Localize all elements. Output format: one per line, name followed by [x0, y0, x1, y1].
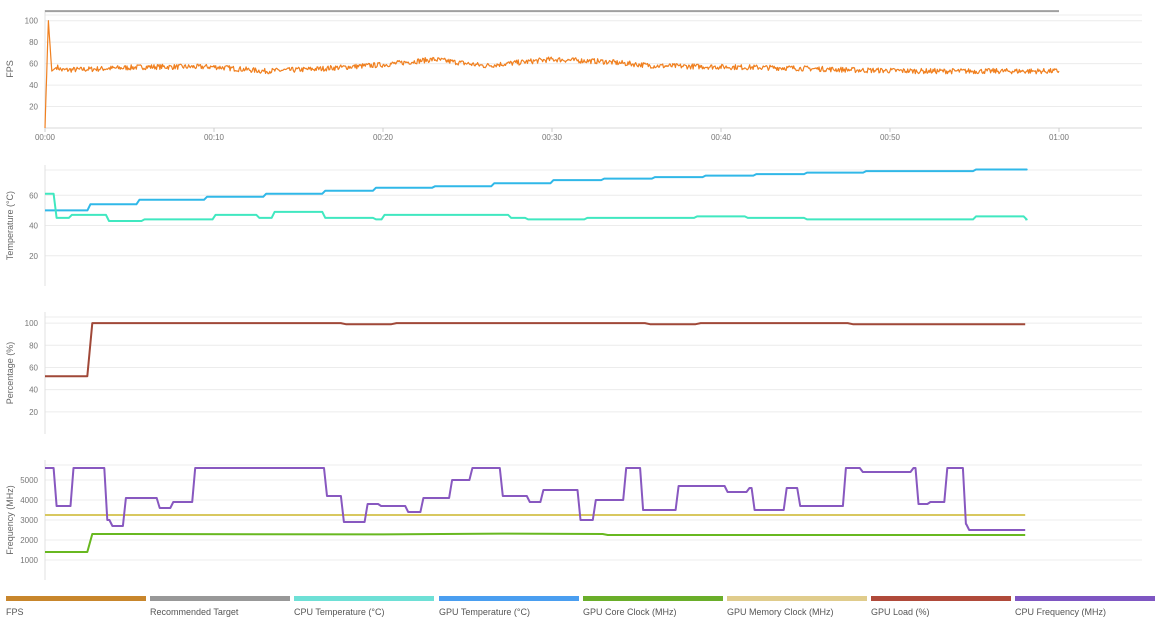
- y-tick-label: 4000: [20, 496, 38, 505]
- series-cpu-frequency-mhz-line: [45, 467, 1026, 531]
- y-tick-label: 40: [29, 222, 38, 231]
- x-tick-label: 00:30: [542, 133, 563, 142]
- legend-item-gpu-memory-clock[interactable]: GPU Memory Clock (MHz): [727, 596, 867, 617]
- legend-item-gpu-core-clock[interactable]: GPU Core Clock (MHz): [583, 596, 723, 617]
- y-axis-label: Percentage (%): [5, 342, 15, 405]
- legend-swatch: [727, 596, 867, 601]
- y-tick-label: 20: [29, 103, 38, 112]
- legend-swatch: [1015, 596, 1155, 601]
- series-gpu-temperature-c-line: [45, 168, 1028, 212]
- legend-item-gpu-temperature[interactable]: GPU Temperature (°C): [439, 596, 579, 617]
- x-tick-label: 01:00: [1049, 133, 1070, 142]
- y-tick-label: 1000: [20, 556, 38, 565]
- x-tick-label: 00:40: [711, 133, 732, 142]
- legend-swatch: [871, 596, 1011, 601]
- legend-label: GPU Memory Clock (MHz): [727, 607, 834, 617]
- legend: FPS Recommended Target CPU Temperature (…: [0, 592, 1170, 625]
- y-tick-label: 40: [29, 81, 38, 90]
- legend-swatch: [150, 596, 290, 601]
- y-tick-label: 100: [25, 17, 39, 26]
- legend-swatch: [6, 596, 146, 601]
- x-tick-label: 00:50: [880, 133, 901, 142]
- series-gpu-load-line: [45, 322, 1026, 378]
- legend-label: FPS: [6, 607, 24, 617]
- legend-item-cpu-temperature[interactable]: CPU Temperature (°C): [294, 596, 434, 617]
- legend-swatch: [439, 596, 579, 601]
- y-tick-label: 20: [29, 408, 38, 417]
- legend-label: CPU Temperature (°C): [294, 607, 385, 617]
- y-tick-label: 20: [29, 252, 38, 261]
- series-gpu-core-clock-mhz-line: [45, 532, 1026, 553]
- y-tick-label: 5000: [20, 476, 38, 485]
- charts-area: 20 40 60 80 100 FPS 00:00 00:10 00:20 00:30 00:40 0…: [5, 10, 1142, 580]
- y-tick-label: 80: [29, 341, 38, 350]
- y-tick-label: 80: [29, 38, 38, 47]
- legend-item-gpu-load[interactable]: GPU Load (%): [871, 596, 1011, 617]
- legend-item-recommended-target[interactable]: Recommended Target: [150, 596, 290, 617]
- series-fps-line: [44, 20, 1060, 129]
- legend-label: GPU Temperature (°C): [439, 607, 530, 617]
- legend-label: Recommended Target: [150, 607, 239, 617]
- x-tick-label: 00:00: [35, 133, 56, 142]
- x-tick-label: 00:20: [373, 133, 394, 142]
- series-cpu-temperature-c-line: [45, 192, 1028, 222]
- y-tick-label: 60: [29, 60, 38, 69]
- y-tick-label: 40: [29, 386, 38, 395]
- y-tick-label: 100: [25, 319, 39, 328]
- x-tick-label: 00:10: [204, 133, 225, 142]
- y-tick-label: 60: [29, 191, 38, 200]
- y-tick-label: 60: [29, 363, 38, 372]
- y-axis-label: Temperature (°C): [5, 191, 15, 260]
- legend-swatch: [583, 596, 723, 601]
- legend-label: CPU Frequency (MHz): [1015, 607, 1107, 617]
- y-tick-label: 2000: [20, 536, 38, 545]
- y-tick-label: 3000: [20, 516, 38, 525]
- y-axis-label: FPS: [5, 60, 15, 78]
- legend-item-fps[interactable]: FPS: [6, 596, 146, 617]
- legend-label: GPU Core Clock (MHz): [583, 607, 677, 617]
- legend-item-cpu-frequency[interactable]: CPU Frequency (MHz): [1015, 596, 1155, 617]
- y-axis-label: Frequency (MHz): [5, 485, 15, 555]
- legend-label: GPU Load (%): [871, 607, 930, 617]
- legend-swatch: [294, 596, 434, 601]
